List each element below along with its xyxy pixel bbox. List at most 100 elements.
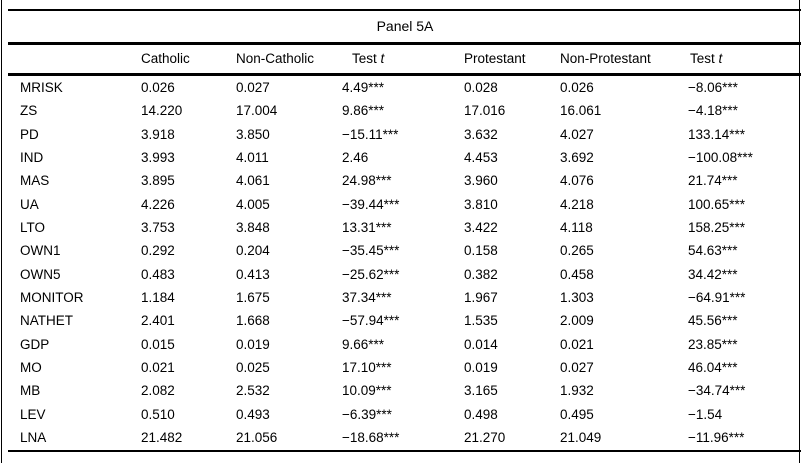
cell-non-protestant: 0.027 xyxy=(560,360,594,376)
cell-catholic: 14.220 xyxy=(141,103,183,119)
cell-non-catholic: 4.011 xyxy=(236,150,269,166)
cell-non-protestant: 1.303 xyxy=(560,290,594,306)
row-label: OWN5 xyxy=(20,266,61,282)
cell-test-t-protestant: 23.85*** xyxy=(688,336,738,352)
cell-test-t-protestant: 46.04*** xyxy=(688,360,738,376)
row-label: MO xyxy=(20,360,42,376)
cell-test-t-protestant: −1.54 xyxy=(688,406,723,422)
column-header-test-t-protestant: Test t xyxy=(690,45,722,73)
cell-protestant: 3.632 xyxy=(464,126,498,142)
row-label: PD xyxy=(20,126,39,142)
table-right-border xyxy=(799,0,800,463)
table-row: LTO 3.753 3.848 13.31*** 3.422 4.118 158.25*** xyxy=(0,216,810,239)
cell-test-t-catholic: 17.10*** xyxy=(342,360,392,376)
table-header-row: Catholic Non-Catholic Test t Protestant … xyxy=(0,45,810,73)
cell-protestant: 0.498 xyxy=(464,406,498,422)
test-t-variable: t xyxy=(718,51,723,66)
cell-non-catholic: 0.493 xyxy=(236,406,270,422)
cell-test-t-protestant: 158.25*** xyxy=(688,220,746,236)
cell-non-protestant: 4.027 xyxy=(560,126,594,142)
row-label: MAS xyxy=(20,173,50,189)
cell-protestant: 17.016 xyxy=(464,103,506,119)
table-bottom-rule xyxy=(8,450,801,452)
panel-title: Panel 5A xyxy=(376,18,434,34)
cell-non-catholic: 0.019 xyxy=(236,336,270,352)
row-label: MB xyxy=(20,383,41,399)
cell-protestant: 0.019 xyxy=(464,360,498,376)
cell-test-t-catholic: −35.45*** xyxy=(342,243,400,259)
cell-test-t-catholic: −15.11*** xyxy=(342,126,399,142)
cell-catholic: 0.026 xyxy=(141,80,175,95)
cell-catholic: 2.401 xyxy=(141,313,175,329)
cell-test-t-catholic: 13.31*** xyxy=(342,220,392,236)
row-label: MRISK xyxy=(20,80,63,95)
table-body: MRISK 0.026 0.027 4.49*** 0.028 0.026 −8.06***… xyxy=(0,76,810,450)
row-label: ZS xyxy=(20,103,38,119)
cell-non-catholic: 0.025 xyxy=(236,360,270,376)
cell-test-t-catholic: 37.34*** xyxy=(342,290,392,306)
row-label: NATHET xyxy=(20,313,73,329)
cell-non-catholic: 4.005 xyxy=(236,196,270,212)
cell-non-protestant: 16.061 xyxy=(560,103,602,119)
cell-catholic: 0.483 xyxy=(141,266,175,282)
cell-non-protestant: 3.692 xyxy=(560,150,594,166)
test-label: Test xyxy=(690,51,715,66)
cell-non-catholic: 3.850 xyxy=(236,126,270,142)
cell-non-protestant: 4.118 xyxy=(560,220,593,236)
cell-test-t-catholic: 2.46 xyxy=(342,150,369,166)
table-row: LNA 21.482 21.056 −18.68*** 21.270 21.049 −11.… xyxy=(0,426,810,449)
cell-non-protestant: 21.049 xyxy=(560,430,602,446)
cell-non-protestant: 0.495 xyxy=(560,406,594,422)
table-row: OWN1 0.292 0.204 −35.45*** 0.158 0.265 54.63**… xyxy=(0,239,810,262)
cell-test-t-protestant: −8.06*** xyxy=(688,80,738,95)
cell-non-catholic: 4.061 xyxy=(236,173,270,189)
row-label: LTO xyxy=(20,220,46,236)
cell-non-catholic: 3.848 xyxy=(236,220,270,236)
table-row: NATHET 2.401 1.668 −57.94*** 1.535 2.009 45.56… xyxy=(0,309,810,332)
cell-test-t-protestant: 34.42*** xyxy=(688,266,738,282)
title-separator-rule xyxy=(8,42,801,45)
row-label: OWN1 xyxy=(20,243,61,259)
cell-test-t-catholic: 10.09*** xyxy=(342,383,392,399)
row-label: UA xyxy=(20,196,39,212)
table-row: LEV 0.510 0.493 −6.39*** 0.498 0.495 −1.54 xyxy=(0,403,810,426)
cell-protestant: 21.270 xyxy=(464,430,506,446)
table-row: MRISK 0.026 0.027 4.49*** 0.028 0.026 −8.06*** xyxy=(0,76,810,99)
cell-test-t-catholic: −6.39*** xyxy=(342,406,392,422)
cell-non-protestant: 0.021 xyxy=(560,336,594,352)
cell-protestant: 4.453 xyxy=(464,150,498,166)
cell-non-catholic: 1.668 xyxy=(236,313,270,329)
table-row: MONITOR 1.184 1.675 37.34*** 1.967 1.303 −64.9… xyxy=(0,286,810,309)
table-row: GDP 0.015 0.019 9.66*** 0.014 0.021 23.85*** xyxy=(0,333,810,356)
cell-test-t-protestant: −4.18*** xyxy=(688,103,738,119)
column-header-protestant: Protestant xyxy=(464,51,526,66)
cell-test-t-catholic: 9.66*** xyxy=(342,336,385,352)
cell-non-protestant: 2.009 xyxy=(560,313,594,329)
cell-non-catholic: 2.532 xyxy=(236,383,270,399)
cell-non-catholic: 17.004 xyxy=(236,103,278,119)
cell-non-catholic: 1.675 xyxy=(236,290,270,306)
cell-protestant: 0.382 xyxy=(464,266,498,282)
cell-catholic: 3.918 xyxy=(141,126,175,142)
row-label: GDP xyxy=(20,336,50,352)
cell-test-t-catholic: −25.62*** xyxy=(342,266,400,282)
cell-test-t-protestant: −11.96*** xyxy=(688,430,745,446)
cell-non-protestant: 0.458 xyxy=(560,266,594,282)
cell-non-protestant: 0.265 xyxy=(560,243,594,259)
test-label: Test xyxy=(352,51,377,66)
cell-test-t-catholic: −57.94*** xyxy=(342,313,400,329)
cell-non-protestant: 0.026 xyxy=(560,80,594,95)
column-header-non-protestant: Non-Protestant xyxy=(560,51,651,66)
cell-protestant: 0.014 xyxy=(464,336,498,352)
cell-non-protestant: 4.218 xyxy=(560,196,594,212)
column-header-catholic: Catholic xyxy=(141,51,190,66)
cell-test-t-catholic: 4.49*** xyxy=(342,80,385,95)
cell-protestant: 0.158 xyxy=(464,243,498,259)
cell-non-catholic: 0.413 xyxy=(236,266,270,282)
cell-catholic: 4.226 xyxy=(141,196,175,212)
column-header-non-catholic: Non-Catholic xyxy=(236,51,315,66)
cell-catholic: 1.184 xyxy=(141,290,175,306)
header-separator-rule xyxy=(8,73,801,76)
table-row: PD 3.918 3.850 −15.11*** 3.632 4.027 133.14*** xyxy=(0,123,810,146)
